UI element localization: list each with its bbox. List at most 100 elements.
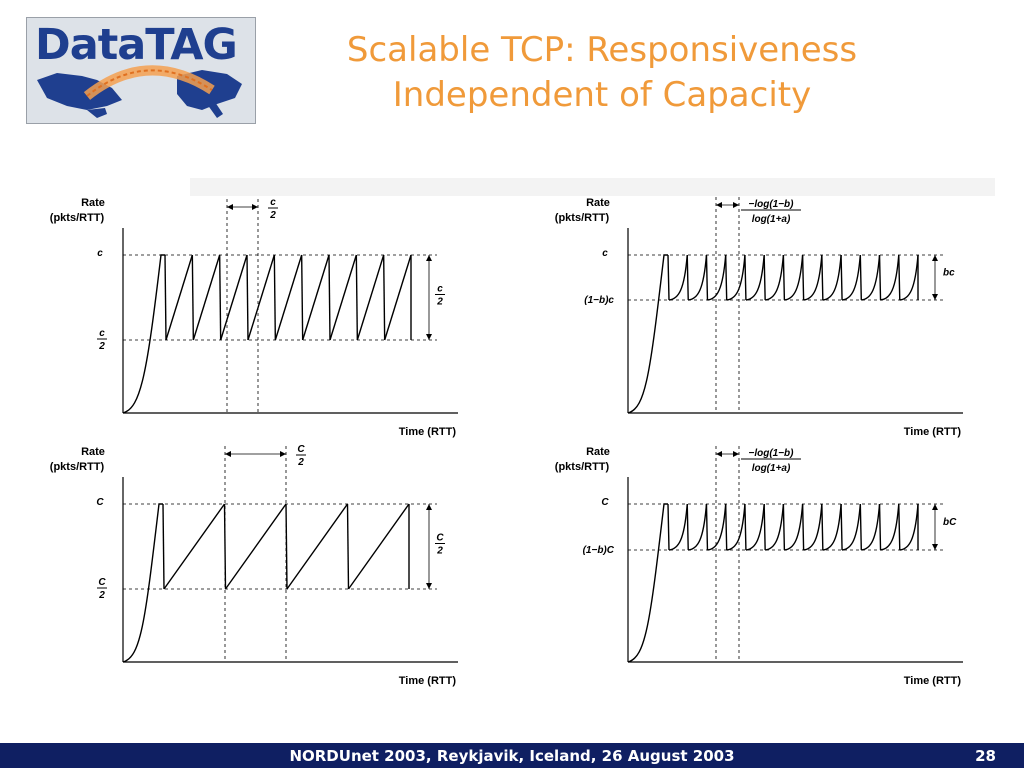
sawtooth-ramp bbox=[822, 503, 842, 551]
world-map-icon bbox=[27, 18, 255, 123]
background-band bbox=[190, 178, 995, 196]
sawtooth-ramp bbox=[745, 503, 765, 551]
interval-arrow-left bbox=[716, 451, 722, 457]
sawtooth-drop bbox=[878, 503, 882, 551]
y-axis-label-unit: (pkts/RTT) bbox=[555, 461, 610, 473]
sawtooth-ramp bbox=[841, 503, 862, 551]
sawtooth-drop bbox=[285, 503, 288, 590]
sawtooth-ramp bbox=[822, 254, 842, 301]
amplitude-label-den: 2 bbox=[436, 297, 443, 308]
sawtooth-ramp bbox=[861, 503, 881, 551]
sawtooth-ramp bbox=[688, 254, 708, 301]
sawtooth-drop bbox=[898, 254, 901, 301]
sawtooth-drop bbox=[801, 254, 805, 301]
diagram-bottom-left: Rate (pkts/RTT) Time (RTT) C C 2 C 2 C 2 bbox=[50, 444, 458, 687]
sawtooth-ramp bbox=[899, 503, 919, 551]
sawtooth-ramp bbox=[726, 503, 746, 551]
x-axis-label: Time (RTT) bbox=[399, 426, 457, 438]
sawtooth-drop bbox=[801, 503, 805, 551]
sawtooth-drop bbox=[164, 254, 167, 341]
slow-start-curve bbox=[122, 503, 163, 663]
y-axis-label-rate: Rate bbox=[586, 197, 610, 209]
amplitude-label-num: C bbox=[436, 533, 444, 544]
amplitude-arrow-top bbox=[426, 504, 432, 510]
bottom-level-label-den: 2 bbox=[98, 341, 105, 352]
interval-arrow-right bbox=[280, 451, 286, 457]
interval-label-den: 2 bbox=[297, 457, 304, 468]
interval-label-num: −log(1−b) bbox=[748, 448, 794, 459]
logo-text: DataTAG bbox=[35, 20, 238, 70]
interval-arrow-right bbox=[733, 451, 739, 457]
footer-text: NORDUnet 2003, Reykjavik, Iceland, 26 Au… bbox=[289, 747, 735, 765]
sawtooth-ramp bbox=[784, 503, 804, 551]
sawtooth-ramp bbox=[356, 254, 385, 341]
y-axis-label-unit: (pkts/RTT) bbox=[555, 212, 610, 224]
y-axis-label-unit: (pkts/RTT) bbox=[50, 461, 105, 473]
sawtooth-drop bbox=[744, 254, 747, 301]
sawtooth-ramp bbox=[163, 503, 226, 590]
amplitude-arrow-bottom bbox=[932, 294, 938, 300]
sawtooth-ramp bbox=[383, 254, 412, 341]
sawtooth-drop bbox=[859, 503, 863, 551]
diagram-bottom-right: Rate (pkts/RTT) Time (RTT) C (1−b)C −log(1−b)… bbox=[555, 446, 963, 687]
diagram-top-right: Rate (pkts/RTT) Time (RTT) c (1−b)c −log(1−b)… bbox=[555, 197, 963, 438]
sawtooth-drop bbox=[821, 503, 824, 551]
amplitude-arrow-top bbox=[932, 255, 938, 261]
sawtooth-ramp bbox=[329, 254, 358, 341]
sawtooth-ramp bbox=[880, 503, 900, 551]
interval-label-den: log(1+a) bbox=[752, 214, 791, 225]
x-axis-label: Time (RTT) bbox=[904, 426, 962, 438]
interval-arrow-left bbox=[227, 204, 233, 210]
amplitude-label: bC bbox=[943, 517, 957, 528]
top-level-label: C bbox=[601, 497, 609, 508]
sawtooth-drop bbox=[898, 503, 901, 551]
bottom-level-label: (1−b)C bbox=[583, 545, 615, 556]
sawtooth-drop bbox=[763, 503, 766, 551]
sawtooth-ramp bbox=[301, 254, 330, 341]
amplitude-arrow-top bbox=[426, 255, 432, 261]
sawtooth-drop bbox=[724, 254, 728, 301]
sawtooth-drop bbox=[724, 503, 728, 551]
interval-arrow-left bbox=[225, 451, 231, 457]
sawtooth-drop bbox=[218, 254, 222, 341]
interval-arrow-right bbox=[252, 204, 258, 210]
sawtooth-ramp bbox=[668, 254, 688, 301]
amplitude-arrow-bottom bbox=[426, 334, 432, 340]
bottom-level-label: (1−b)c bbox=[584, 295, 614, 306]
sawtooth-ramp bbox=[803, 503, 823, 551]
sawtooth-ramp bbox=[841, 254, 862, 301]
sawtooth-ramp bbox=[286, 503, 349, 590]
sawtooth-ramp bbox=[347, 503, 410, 590]
sawtooth-drop bbox=[744, 503, 747, 551]
top-level-label: c bbox=[602, 248, 608, 259]
title-line-2: Independent of Capacity bbox=[392, 75, 812, 115]
sawtooth-ramp bbox=[219, 254, 248, 341]
x-axis-label: Time (RTT) bbox=[399, 675, 457, 687]
sawtooth-ramp bbox=[765, 254, 785, 301]
interval-arrow-right bbox=[733, 202, 739, 208]
sawtooth-drop bbox=[346, 503, 350, 590]
sawtooth-drop bbox=[782, 254, 786, 301]
amplitude-label: bc bbox=[943, 268, 955, 279]
sawtooth-drop bbox=[859, 254, 863, 301]
sawtooth-ramp bbox=[726, 254, 746, 301]
interval-arrow-left bbox=[716, 202, 722, 208]
title-line-1: Scalable TCP: Responsiveness bbox=[346, 30, 858, 70]
sawtooth-ramp bbox=[861, 254, 881, 301]
amplitude-arrow-bottom bbox=[426, 583, 432, 589]
y-axis-label-rate: Rate bbox=[586, 446, 610, 458]
interval-label-num: c bbox=[270, 197, 276, 208]
amplitude-label-num: c bbox=[437, 284, 443, 295]
sawtooth-drop bbox=[686, 503, 689, 551]
sawtooth-drop bbox=[763, 254, 766, 301]
sawtooth-ramp bbox=[224, 503, 287, 590]
amplitude-label-den: 2 bbox=[436, 546, 443, 557]
sawtooth-drop bbox=[878, 254, 882, 301]
sawtooth-drop bbox=[273, 254, 277, 341]
sawtooth-drop bbox=[667, 254, 670, 301]
sawtooth-ramp bbox=[803, 254, 823, 301]
sawtooth-ramp bbox=[880, 254, 900, 301]
sawtooth-ramp bbox=[745, 254, 765, 301]
slide-title: Scalable TCP: Responsiveness Independent… bbox=[262, 28, 942, 118]
sawtooth-drop bbox=[355, 254, 359, 341]
